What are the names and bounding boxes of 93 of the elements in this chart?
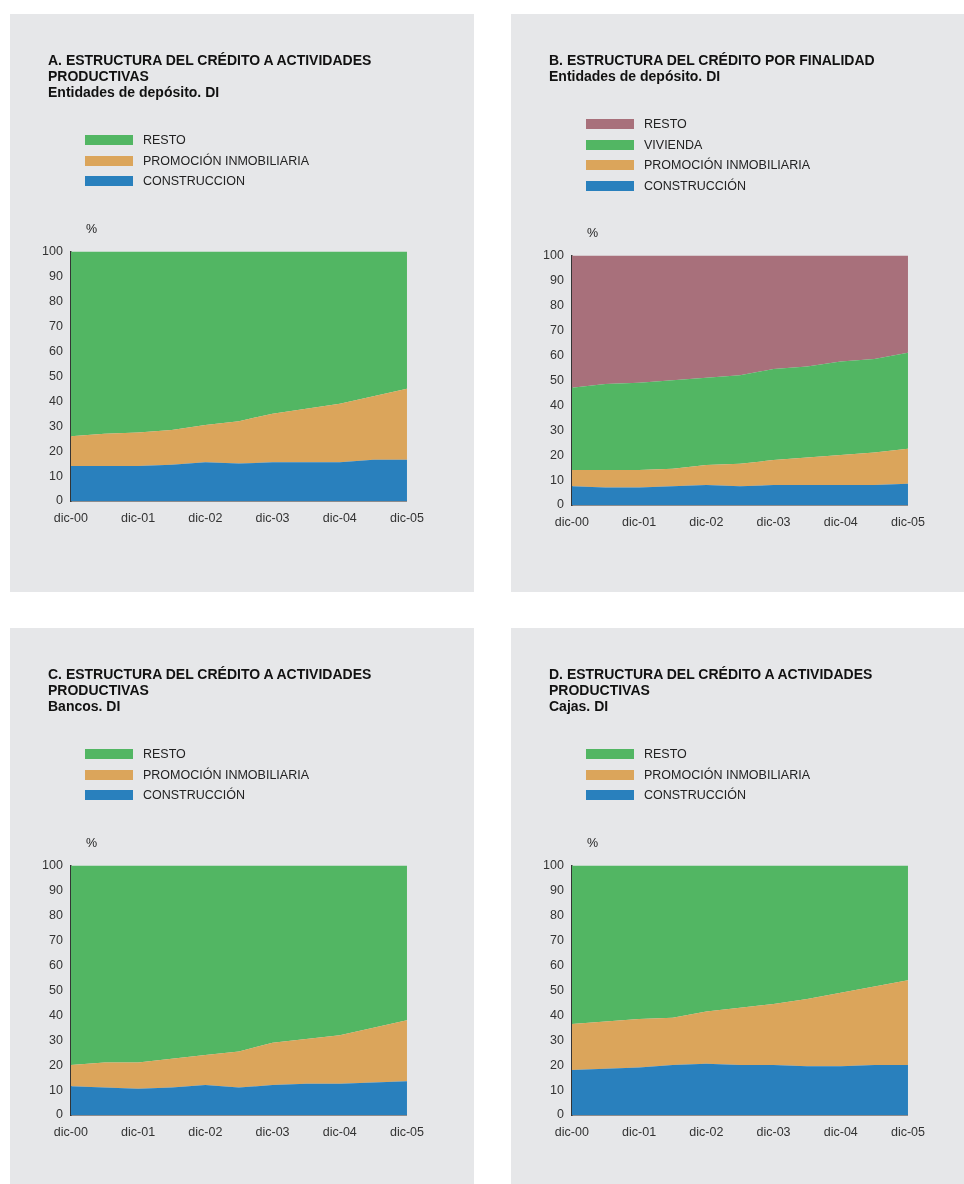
y-tick-label: 100 bbox=[543, 247, 564, 262]
legend-label: PROMOCIÓN INMOBILIARIA bbox=[644, 158, 810, 173]
y-tick-label: 80 bbox=[549, 297, 564, 312]
y-tick-label: 80 bbox=[48, 907, 63, 922]
y-tick-label: 90 bbox=[549, 882, 564, 897]
legend-label: RESTO bbox=[644, 117, 687, 132]
x-tick-label: dic-03 bbox=[255, 510, 290, 525]
y-tick-label: 10 bbox=[549, 1082, 564, 1096]
y-tick-label: 20 bbox=[549, 1057, 564, 1072]
y-tick-label: 0 bbox=[55, 492, 63, 507]
x-tick-label: dic-04 bbox=[322, 1124, 357, 1139]
x-tick-label: dic-04 bbox=[322, 510, 357, 525]
y-tick-label: 70 bbox=[48, 318, 63, 333]
y-tick-label: 0 bbox=[556, 497, 564, 512]
y-tick-label: 50 bbox=[48, 368, 63, 383]
chart-title: B. ESTRUCTURA DEL CRÉDITO POR FINALIDAD bbox=[549, 52, 876, 68]
x-tick-label: dic-03 bbox=[756, 1124, 791, 1139]
y-tick-label: 0 bbox=[556, 1106, 564, 1121]
chart-subtitle: Entidades de depósito. DI bbox=[48, 84, 221, 100]
x-tick-label: dic-05 bbox=[890, 514, 926, 529]
chart-subtitle: Entidades de depósito. DI bbox=[549, 68, 722, 84]
chart-subtitle: Cajas. DI bbox=[549, 698, 610, 714]
x-tick-label: dic-00 bbox=[554, 1124, 589, 1139]
x-tick-label: dic-05 bbox=[389, 510, 425, 525]
legend-label: CONSTRUCCIÓN bbox=[644, 178, 747, 193]
legend-label: CONSTRUCCIÓN bbox=[644, 788, 747, 803]
y-tick-label: 50 bbox=[48, 982, 63, 997]
x-tick-label: dic-02 bbox=[689, 514, 724, 529]
legend-label: PROMOCIÓN INMOBILIARIA bbox=[644, 767, 810, 782]
x-tick-label: dic-00 bbox=[554, 514, 589, 529]
y-tick-label: 60 bbox=[549, 347, 564, 362]
x-tick-label: dic-01 bbox=[121, 510, 156, 525]
x-tick-label: dic-00 bbox=[53, 510, 88, 525]
legend-label: RESTO bbox=[143, 133, 186, 148]
y-tick-label: 90 bbox=[48, 882, 63, 897]
legend-label: CONSTRUCCIÓN bbox=[143, 788, 246, 803]
y-tick-label: 10 bbox=[48, 468, 63, 482]
chart-subtitle: Bancos. DI bbox=[48, 698, 122, 714]
chart-title: A. ESTRUCTURA DEL CRÉDITO A ACTIVIDADES PRODUCTIVAS bbox=[48, 52, 373, 84]
chart-title: D. ESTRUCTURA DEL CRÉDITO A ACTIVIDADES PRODUCTIVAS bbox=[549, 666, 874, 698]
x-tick-label: dic-02 bbox=[188, 1124, 223, 1139]
y-tick-label: 60 bbox=[48, 343, 63, 358]
chart-title: C. ESTRUCTURA DEL CRÉDITO A ACTIVIDADES PRODUCTIVAS bbox=[48, 666, 373, 698]
y-tick-label: 60 bbox=[549, 957, 564, 972]
y-tick-label: 90 bbox=[48, 268, 63, 283]
y-tick-label: 20 bbox=[48, 443, 63, 458]
y-tick-label: 30 bbox=[549, 1032, 564, 1047]
y-tick-label: 20 bbox=[549, 447, 564, 462]
y-tick-label: 80 bbox=[48, 293, 63, 308]
y-tick-label: 60 bbox=[48, 957, 63, 972]
y-axis-title: % bbox=[587, 226, 600, 240]
y-tick-label: 30 bbox=[48, 418, 63, 433]
y-axis-title: % bbox=[86, 835, 99, 850]
y-axis-title: % bbox=[86, 221, 99, 236]
legend-label: CONSTRUCCION bbox=[143, 174, 246, 189]
x-tick-label: dic-04 bbox=[823, 1124, 858, 1139]
y-tick-label: 40 bbox=[48, 393, 63, 408]
x-tick-label: dic-01 bbox=[121, 1124, 156, 1139]
y-tick-label: 80 bbox=[549, 907, 564, 922]
legend-label: RESTO bbox=[644, 747, 687, 762]
y-tick-label: 0 bbox=[55, 1106, 63, 1121]
y-tick-label: 40 bbox=[549, 1007, 564, 1022]
y-tick-label: 100 bbox=[42, 857, 63, 872]
x-tick-label: dic-01 bbox=[622, 514, 657, 529]
y-tick-label: 20 bbox=[48, 1057, 63, 1072]
legend-label: RESTO bbox=[143, 747, 186, 762]
x-tick-label: dic-02 bbox=[689, 1124, 724, 1139]
y-tick-label: 50 bbox=[549, 982, 564, 997]
legend-label: VIVIENDA bbox=[644, 137, 703, 152]
y-tick-label: 10 bbox=[549, 472, 564, 487]
y-tick-label: 70 bbox=[549, 932, 564, 947]
y-tick-label: 100 bbox=[42, 243, 63, 258]
y-tick-label: 30 bbox=[549, 422, 564, 437]
x-tick-label: dic-05 bbox=[389, 1124, 425, 1139]
y-tick-label: 50 bbox=[549, 372, 564, 387]
x-tick-label: dic-01 bbox=[622, 1124, 657, 1139]
x-tick-label: dic-05 bbox=[890, 1124, 926, 1139]
y-tick-label: 30 bbox=[48, 1032, 63, 1047]
y-axis-title: % bbox=[587, 835, 600, 850]
x-tick-label: dic-00 bbox=[53, 1124, 88, 1139]
y-tick-label: 90 bbox=[549, 272, 564, 287]
legend-label: PROMOCIÓN INMOBILIARIA bbox=[143, 153, 309, 168]
y-tick-label: 100 bbox=[543, 857, 564, 872]
y-tick-label: 10 bbox=[48, 1082, 63, 1096]
y-tick-label: 70 bbox=[48, 932, 63, 947]
y-tick-label: 40 bbox=[549, 397, 564, 412]
legend-label: PROMOCIÓN INMOBILIARIA bbox=[143, 767, 309, 782]
x-tick-label: dic-03 bbox=[756, 514, 791, 529]
x-tick-label: dic-04 bbox=[823, 514, 858, 529]
y-tick-label: 40 bbox=[48, 1007, 63, 1022]
x-tick-label: dic-03 bbox=[255, 1124, 290, 1139]
x-tick-label: dic-02 bbox=[188, 510, 223, 525]
y-tick-label: 70 bbox=[549, 322, 564, 337]
